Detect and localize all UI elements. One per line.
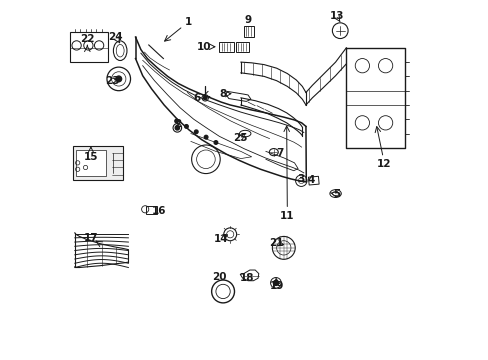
Polygon shape bbox=[225, 91, 250, 102]
Text: 24: 24 bbox=[108, 32, 123, 42]
Circle shape bbox=[184, 125, 188, 128]
Text: 10: 10 bbox=[197, 42, 211, 52]
Text: 9: 9 bbox=[244, 15, 251, 25]
Text: 23: 23 bbox=[105, 76, 120, 86]
Text: 7: 7 bbox=[276, 148, 284, 158]
Bar bbox=[73, 146, 123, 180]
Text: 11: 11 bbox=[280, 211, 294, 221]
Text: 16: 16 bbox=[152, 206, 166, 216]
Circle shape bbox=[194, 130, 198, 134]
Circle shape bbox=[203, 96, 206, 100]
Text: 17: 17 bbox=[83, 233, 98, 243]
Text: 20: 20 bbox=[212, 272, 226, 282]
Bar bbox=[219, 42, 233, 52]
Bar bbox=[235, 42, 248, 52]
Text: 25: 25 bbox=[232, 133, 247, 143]
Text: 4: 4 bbox=[307, 175, 315, 185]
Circle shape bbox=[204, 135, 207, 139]
Circle shape bbox=[175, 119, 178, 123]
Text: 3: 3 bbox=[297, 174, 304, 184]
Circle shape bbox=[116, 76, 122, 82]
Text: 5: 5 bbox=[332, 189, 340, 199]
Text: 6: 6 bbox=[193, 93, 201, 103]
Text: 2: 2 bbox=[173, 118, 181, 129]
Circle shape bbox=[214, 141, 217, 144]
Circle shape bbox=[273, 280, 278, 285]
Text: 13: 13 bbox=[329, 12, 343, 21]
Bar bbox=[70, 32, 107, 62]
Circle shape bbox=[175, 126, 179, 130]
Bar bbox=[145, 206, 156, 214]
Text: 18: 18 bbox=[240, 273, 254, 283]
Bar bbox=[244, 26, 253, 37]
Text: 12: 12 bbox=[377, 159, 391, 169]
Text: 19: 19 bbox=[270, 282, 284, 292]
Text: 22: 22 bbox=[80, 34, 94, 44]
Text: 21: 21 bbox=[269, 238, 284, 248]
Text: 1: 1 bbox=[184, 17, 191, 27]
Bar bbox=[308, 176, 319, 185]
Bar bbox=[76, 150, 106, 176]
Text: 8: 8 bbox=[219, 89, 226, 99]
Text: 15: 15 bbox=[83, 153, 98, 162]
Text: 14: 14 bbox=[214, 234, 228, 244]
Polygon shape bbox=[240, 270, 258, 281]
